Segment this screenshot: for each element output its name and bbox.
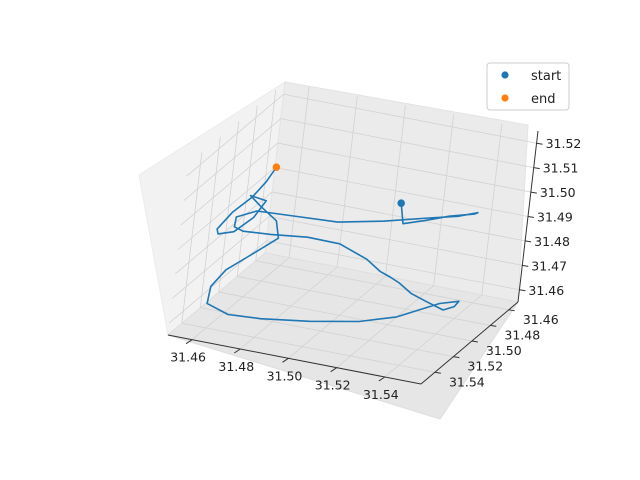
tick-x — [234, 348, 241, 354]
tick-y — [490, 324, 497, 327]
tick-label-y: 31.46 — [523, 312, 559, 327]
tick-label-z: 31.47 — [531, 258, 567, 273]
tick-label-z: 31.48 — [534, 234, 570, 249]
tick-y — [508, 309, 515, 312]
tick-label-z: 31.46 — [528, 283, 564, 298]
legend-start-swatch — [501, 71, 509, 79]
legend-start-label: start — [531, 69, 561, 84]
gridline-x-floor — [240, 266, 338, 350]
tick-x — [185, 339, 193, 345]
tick-z — [536, 142, 543, 145]
tick-z — [530, 191, 537, 194]
gridline-z-left — [172, 216, 270, 299]
tick-labels: 31.4631.4831.5031.5231.5431.4631.4831.50… — [170, 136, 581, 402]
series-line-0 — [206, 166, 479, 323]
tick-label-x: 31.52 — [315, 378, 351, 393]
gridline-x-floor — [191, 257, 290, 340]
tick-y — [471, 340, 478, 343]
gridline-y-floor — [218, 291, 472, 342]
gridline-z-left — [183, 118, 281, 201]
gridline-z-back — [269, 215, 523, 266]
tick-label-y: 31.48 — [504, 327, 540, 342]
marker-layer — [272, 163, 405, 207]
gridline-y-floor — [237, 276, 491, 326]
gridline-x-floor — [384, 294, 483, 378]
tick-label-z: 31.52 — [546, 136, 582, 151]
gridlines — [169, 86, 537, 378]
tick-z — [525, 240, 532, 243]
gridline-z-left — [177, 167, 276, 250]
tick-y — [453, 356, 460, 359]
legend-end-label: end — [531, 92, 556, 107]
gridline-z-back — [272, 191, 526, 242]
tick-marks — [185, 142, 543, 382]
tick-z — [533, 167, 540, 170]
gridline-z-back — [274, 167, 529, 217]
legend: start end — [486, 62, 570, 111]
gridline-x-floor — [288, 276, 386, 359]
gridline-z-left — [180, 142, 279, 226]
tick-label-x: 31.54 — [363, 387, 399, 402]
tick-label-y: 31.54 — [449, 374, 485, 389]
tick-x — [330, 367, 337, 373]
gridline-x-floor — [336, 285, 434, 368]
gridline-z-back — [280, 118, 534, 169]
gridline-y-floor — [181, 322, 435, 373]
gridline-z-left — [186, 93, 284, 177]
marker-start — [397, 199, 405, 207]
tick-z — [519, 289, 526, 292]
legend-end-swatch — [501, 94, 509, 102]
tick-label-z: 31.49 — [537, 210, 573, 225]
tick-z — [522, 264, 529, 267]
gridline-y-floor — [255, 260, 509, 311]
gridline-z-back — [283, 93, 537, 144]
tick-label-x: 31.46 — [170, 350, 206, 365]
x-axis-line — [167, 334, 422, 385]
tick-label-x: 31.48 — [218, 359, 254, 374]
tick-label-y: 31.50 — [486, 343, 522, 358]
tick-label-x: 31.50 — [267, 368, 303, 383]
tick-x — [378, 376, 386, 382]
tick-x — [282, 357, 289, 363]
gridline-z-back — [277, 142, 531, 193]
tick-y — [434, 371, 441, 374]
marker-end — [272, 163, 281, 171]
series-layer — [206, 166, 479, 323]
tick-z — [527, 216, 535, 218]
tick-label-z: 31.51 — [543, 161, 579, 176]
tick-label-y: 31.52 — [467, 359, 503, 374]
gridline-z-back — [266, 240, 520, 291]
tick-label-z: 31.50 — [540, 185, 576, 200]
y-axis-line — [420, 301, 519, 385]
